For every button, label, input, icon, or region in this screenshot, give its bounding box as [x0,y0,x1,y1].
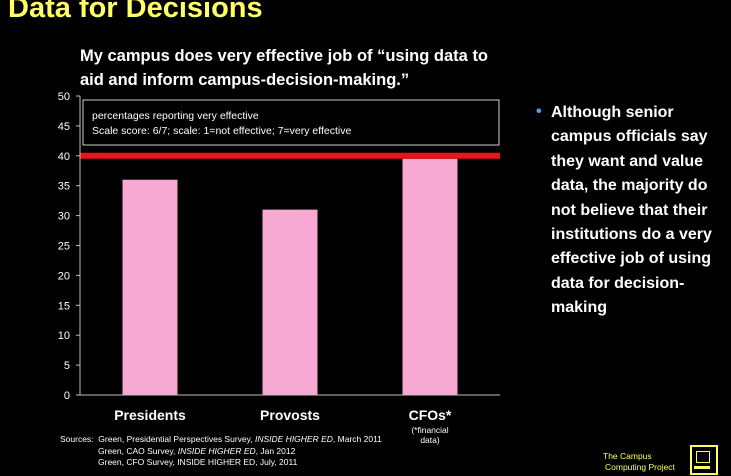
bar-3 [402,158,458,395]
x-category-note: data) [420,435,440,445]
x-category-label: Presidents [114,407,186,423]
logo-text: The Campus Computing Project [603,451,675,472]
y-tick-label: 30 [58,211,70,223]
y-tick-label: 20 [58,270,70,282]
bar-2 [262,209,318,395]
slide-title: Data for Decisions [8,0,263,24]
bullet-dot: • [536,103,542,120]
bar-1 [122,179,178,395]
x-category-label: CFOs* [409,407,452,423]
y-tick-label: 45 [58,121,70,133]
y-tick-label: 40 [58,151,70,163]
y-tick-label: 50 [58,91,70,103]
computer-icon [690,445,718,475]
sources-note: Sources: Green, Presidential Perspective… [60,434,382,469]
annotation-box [82,99,500,146]
source-line-1: Sources: Green, Presidential Perspective… [60,434,382,444]
annotation-line-1: percentages reporting very effective [92,110,259,122]
annotation-line-2: Scale score: 6/7; scale: 1=not effective… [92,125,352,137]
y-tick-label: 0 [64,390,70,402]
bullet-text: Although senior campus officials say the… [551,104,712,317]
y-tick-label: 10 [58,330,70,342]
x-category-note: (*financial [411,425,448,435]
campus-computing-logo: The Campus Computing Project [593,444,721,476]
source-line-3: Green, CFO Survey, INSIDE HIGHER ED, Jul… [98,457,298,467]
y-tick-label: 25 [58,241,70,253]
y-tick-label: 15 [58,300,70,312]
survey-question: My campus does very effective job of “us… [80,47,489,89]
y-tick-label: 35 [58,181,70,193]
x-category-label: Provosts [260,407,320,423]
y-tick-label: 5 [64,360,70,372]
source-line-2: Green, CAO Survey, INSIDE HIGHER ED, Jan… [98,445,296,456]
